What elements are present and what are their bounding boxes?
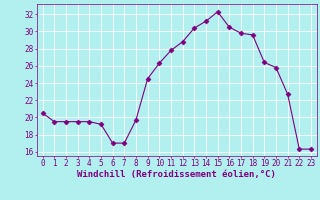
X-axis label: Windchill (Refroidissement éolien,°C): Windchill (Refroidissement éolien,°C) [77,170,276,179]
